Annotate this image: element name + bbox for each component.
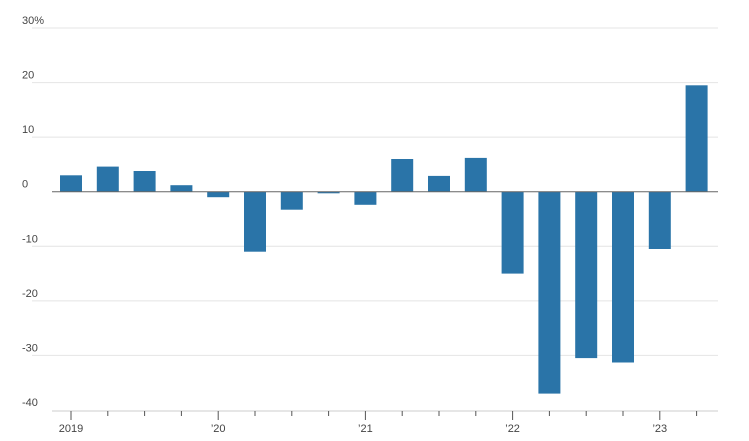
bar: 2022 Q1: -15	[501, 191, 524, 274]
y-tick-label: 30%	[22, 15, 44, 27]
bar: 2021 Q3: 2.9	[428, 175, 450, 192]
bar: 2019 Q1: 3	[60, 175, 82, 192]
bar: 2019 Q4: 1.2	[170, 185, 193, 192]
x-axis-tick-labels: 2019 ’20 ’21 ’22 ’23	[59, 423, 667, 435]
x-tick-label: ’20	[211, 423, 226, 435]
bars: 2019 Q1: 3 2019 Q2: 4.6 2019 Q3: 3.8 2019 Q…	[60, 85, 708, 394]
y-tick-label: 0	[22, 179, 28, 191]
y-tick-label: -20	[22, 288, 38, 300]
y-tick-label: -30	[22, 342, 38, 354]
bar: 2022 Q3: -30.5	[575, 191, 598, 359]
x-tick-label: ’23	[652, 423, 667, 435]
gridlines	[32, 27, 718, 356]
x-tick-label: 2019	[59, 423, 83, 435]
bar: 2019 Q3: 3.8	[133, 171, 156, 192]
bar: 2021 Q1: -2.4	[354, 191, 377, 205]
bar: 2021 Q2: 6	[391, 159, 414, 192]
bar: 2021 Q4: 6.2	[464, 157, 487, 192]
bar: 2020 Q2: -11	[244, 191, 266, 252]
x-tick-label: ’21	[358, 423, 373, 435]
bar: 2020 Q1: -1	[207, 191, 230, 198]
bar: 2019 Q2: 4.6	[96, 166, 119, 192]
x-axis-ticks	[70, 411, 698, 420]
y-tick-label: -10	[22, 233, 38, 245]
bar: 2020 Q4: -0.3	[317, 191, 340, 194]
y-axis-tick-labels: 30% 20 10 0 -10 -20 -30 -40	[22, 15, 44, 409]
bar: 2020 Q3: -3.3	[280, 191, 303, 210]
bar: 2023 Q2: 19.5	[685, 85, 708, 192]
bar: 2022 Q4: -31.3	[612, 191, 634, 363]
bar: 2022 Q2: -37	[538, 191, 561, 394]
bar: 2023 Q1: -10.5	[648, 191, 671, 249]
y-tick-label: 10	[22, 124, 34, 136]
x-tick-label: ’22	[505, 423, 520, 435]
y-tick-label: -40	[22, 397, 38, 409]
y-tick-label: 20	[22, 70, 34, 82]
